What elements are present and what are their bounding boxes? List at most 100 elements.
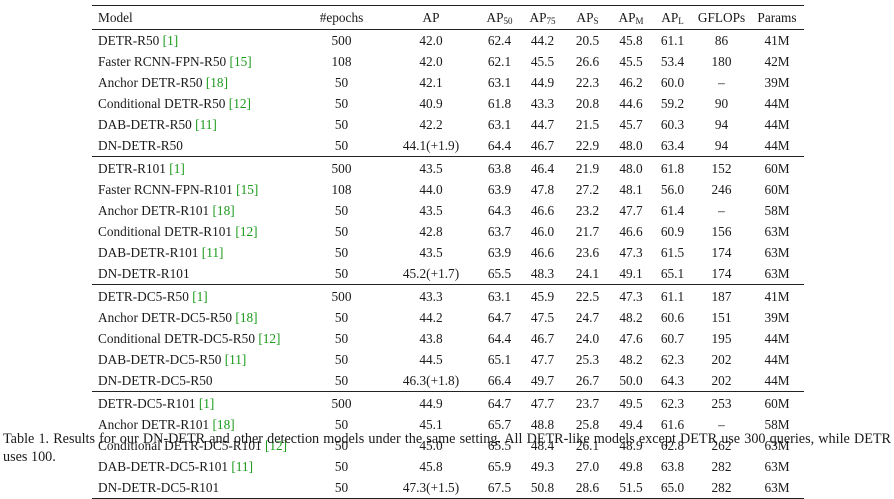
- cell-aps: 21.9: [575, 161, 600, 176]
- cell-params: 44M: [764, 331, 790, 346]
- cell-aps: 21.5: [575, 117, 600, 132]
- cell-apl: 61.6: [660, 417, 685, 432]
- reference-link[interactable]: [18]: [235, 310, 258, 325]
- cell-apl: 62.8: [660, 438, 685, 453]
- model-name: DETR-R101: [98, 161, 166, 176]
- cell-gflops: 152: [711, 161, 732, 176]
- cell-ap75: 48.8: [530, 417, 555, 432]
- cell-apm: 48.0: [619, 161, 643, 176]
- model-name: Conditional DETR-R50: [98, 96, 226, 111]
- cell-apm: 49.4: [619, 417, 643, 432]
- cell-gflops: 246: [711, 182, 732, 197]
- reference-link[interactable]: [18]: [205, 75, 228, 90]
- cell-params: 44M: [764, 117, 790, 132]
- table-row: DN-DETR-R101 50 45.2(+1.7) 65.5 48.3 24.1 49.1…: [92, 263, 804, 285]
- reference-link[interactable]: [1]: [198, 396, 215, 411]
- model-cell: DETR-R50 [1]: [92, 30, 300, 52]
- cell-ap50: 64.4: [487, 138, 512, 153]
- cell-ap75: 47.7: [530, 352, 555, 367]
- cell-ap75: 46.7: [530, 138, 555, 153]
- reference-link[interactable]: [12]: [258, 331, 281, 346]
- reference-link[interactable]: [1]: [162, 33, 179, 48]
- cell-ap50: 63.9: [487, 245, 512, 260]
- model-cell: Conditional DETR-DC5-R50 [12]: [92, 328, 300, 349]
- reference-link[interactable]: [11]: [195, 117, 217, 132]
- cell-ap75: 47.7: [530, 396, 555, 411]
- cell-ap: 43.8: [419, 331, 443, 346]
- cell-apl: 61.5: [660, 245, 685, 260]
- cell-params: 58M: [764, 417, 790, 432]
- reference-link[interactable]: [12]: [235, 224, 258, 239]
- model-cell: DN-DETR-R50: [92, 135, 300, 157]
- cell-apm: 46.2: [619, 75, 643, 90]
- reference-link[interactable]: [11]: [224, 352, 247, 367]
- cell-ap50: 65.5: [487, 438, 512, 453]
- cell-epochs: 50: [334, 245, 349, 260]
- cell-epochs: 50: [334, 417, 349, 432]
- cell-params: 44M: [764, 352, 790, 367]
- cell-ap50: 63.7: [487, 224, 512, 239]
- cell-ap: 46.3(+1.8): [402, 373, 460, 388]
- model-cell: Anchor DETR-R101 [18]: [92, 200, 300, 221]
- cell-ap50: 64.3: [487, 203, 512, 218]
- cell-apl: 63.4: [660, 138, 685, 153]
- table-row: DN-DETR-R50 50 44.1(+1.9) 64.4 46.7 22.9 48.0 6…: [92, 135, 804, 157]
- cell-aps: 24.1: [575, 266, 600, 281]
- cell-ap75: 48.3: [530, 266, 555, 281]
- cell-ap75: 46.6: [530, 245, 555, 260]
- cell-params: 39M: [764, 310, 790, 325]
- cell-params: 60M: [764, 161, 790, 176]
- cell-params: 39M: [764, 75, 790, 90]
- cell-apm: 45.5: [619, 54, 643, 69]
- cell-ap50: 63.1: [487, 289, 512, 304]
- reference-link[interactable]: [1]: [169, 161, 185, 176]
- table-row: DETR-R101 [1] 500 43.5 63.8 46.4 21.9 48.0 61.8…: [92, 156, 804, 180]
- model-cell: Faster RCNN-FPN-R50 [15]: [92, 51, 300, 72]
- model-name: Anchor DETR-R50: [98, 75, 203, 90]
- cell-ap50: 63.1: [487, 117, 512, 132]
- cell-gflops: 86: [714, 33, 729, 48]
- reference-link[interactable]: [15]: [236, 182, 259, 197]
- reference-link[interactable]: [11]: [201, 245, 224, 260]
- cell-apm: 48.9: [619, 438, 643, 453]
- reference-link[interactable]: [18]: [212, 203, 235, 218]
- reference-link[interactable]: [18]: [212, 417, 235, 432]
- cell-params: 44M: [764, 96, 790, 111]
- cell-epochs: 50: [334, 438, 349, 453]
- reference-link[interactable]: [15]: [229, 54, 252, 69]
- cell-params: 58M: [764, 203, 790, 218]
- model-cell: DETR-R101 [1]: [92, 157, 300, 180]
- model-cell: DETR-DC5-R50 [1]: [92, 285, 300, 308]
- cell-ap: 47.3(+1.5): [402, 480, 460, 495]
- reference-link[interactable]: [12]: [228, 96, 251, 111]
- cell-epochs: 500: [331, 161, 352, 176]
- cell-epochs: 500: [331, 33, 352, 48]
- cell-params: 60M: [764, 182, 790, 197]
- cell-aps: 24.0: [575, 331, 600, 346]
- model-cell: Faster RCNN-FPN-R101 [15]: [92, 179, 300, 200]
- cell-aps: 22.5: [575, 289, 600, 304]
- cell-gflops: 156: [711, 224, 732, 239]
- cell-gflops: 94: [714, 117, 729, 132]
- cell-params: 63M: [764, 224, 790, 239]
- cell-aps: 26.1: [575, 438, 600, 453]
- cell-ap50: 63.1: [487, 75, 512, 90]
- reference-link[interactable]: [12]: [264, 438, 288, 453]
- reference-link[interactable]: [1]: [192, 289, 208, 304]
- table-row: Anchor DETR-R101 [18] 50 43.5 64.3 46.6 23.2 4…: [92, 200, 804, 221]
- model-cell: DN-DETR-DC5-R50: [92, 370, 300, 392]
- model-name: DN-DETR-R50: [98, 138, 183, 153]
- cell-apl: 62.3: [660, 352, 685, 367]
- cell-ap: 44.1(+1.9): [402, 138, 460, 153]
- cell-apm: 45.7: [619, 117, 643, 132]
- table-row: DAB-DETR-R50 [11] 50 42.2 63.1 44.7 21.5 45.7 6…: [92, 114, 804, 135]
- cell-apm: 50.0: [619, 373, 643, 388]
- table-row: Anchor DETR-R101 [18] 50 45.1 65.7 48.8 25.8 4…: [92, 414, 804, 435]
- header-epochs: #epochs: [319, 10, 364, 25]
- cell-ap75: 43.3: [530, 96, 555, 111]
- model-name: DAB-DETR-R50: [98, 117, 192, 132]
- table-row: Faster RCNN-FPN-R50 [15] 108 42.0 62.1 45.5 2…: [92, 51, 804, 72]
- table-row: DN-DETR-DC5-R101 50 47.3(+1.5) 67.5 50.8 28.6…: [92, 477, 804, 499]
- model-cell: Conditional DETR-R101 [12]: [92, 221, 300, 242]
- cell-aps: 23.2: [575, 203, 600, 218]
